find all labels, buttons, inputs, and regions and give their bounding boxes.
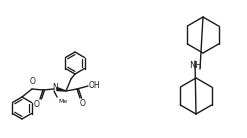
Text: O: O: [34, 100, 40, 109]
Text: Me: Me: [58, 99, 67, 104]
Text: N: N: [52, 83, 58, 92]
Polygon shape: [57, 87, 66, 91]
Text: O: O: [30, 77, 36, 86]
Text: OH: OH: [88, 82, 100, 91]
Text: NH: NH: [190, 60, 202, 70]
Text: O: O: [80, 99, 86, 108]
